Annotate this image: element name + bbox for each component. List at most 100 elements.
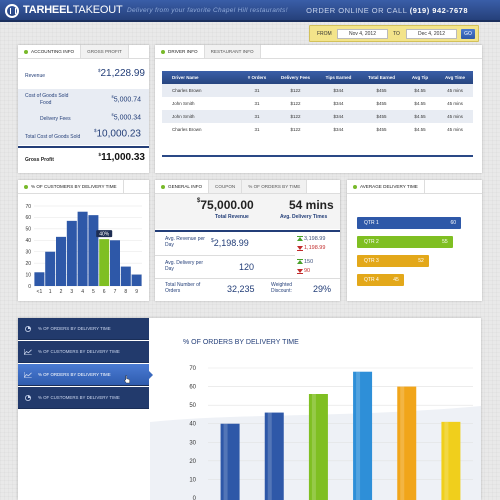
line-chart-icon	[24, 349, 32, 355]
column-header[interactable]: Avg Tip	[403, 71, 437, 84]
table-cell: $344	[333, 127, 344, 132]
x-tick-label: 5	[92, 289, 95, 295]
table-row[interactable]: Charles Brown 31 $122 $344 $455 $4.55 45 mins	[162, 123, 473, 136]
table-cell: $4.55	[414, 127, 426, 132]
tab-driver-info[interactable]: DRIVER INFO	[155, 45, 205, 58]
currency-symbol: $	[98, 152, 102, 157]
cogs-block: Cost of Goods Sold Food $5,000.74 Delive…	[18, 89, 149, 145]
food-value: $5,000.74	[112, 94, 141, 103]
line-chart-icon	[24, 372, 32, 378]
currency-symbol: $	[93, 128, 97, 133]
to-label: TO	[393, 31, 400, 37]
driver-panel: DRIVER INFO RESTAURANT INFO	[155, 45, 482, 173]
chart-menu-item[interactable]: % OF CUSTOMERS BY DELIVERY TIME	[18, 387, 149, 409]
revenue-label: Revenue	[25, 73, 46, 79]
active-pointer-icon	[149, 371, 153, 379]
orders-by-delivery-chart: % OF ORDERS BY DELIVERY TIME 0 10 20 30 40 50 6…	[150, 339, 481, 500]
y-tick-label: 20	[25, 261, 31, 267]
table-row[interactable]: Charles Brown 31 $122 $344 $455 $4.55 45 mins	[162, 84, 473, 97]
column-header[interactable]: Avg Time	[437, 71, 473, 84]
from-date-input[interactable]	[337, 29, 388, 39]
table-cell: 31	[240, 84, 274, 97]
weighted-discount-value: 29%	[313, 284, 332, 294]
total-cogs-value: $10,000.23	[94, 128, 141, 139]
chart-bar-highlight	[223, 423, 228, 500]
logo-icon	[5, 4, 19, 18]
x-tick-label: 4	[81, 289, 84, 295]
table-cell: $455	[376, 127, 387, 132]
tab-orders-by-time[interactable]: % OF ORDERS BY TIME	[242, 180, 308, 193]
order-phone: ORDER ONLINE OR CALL (919) 942-7678	[306, 6, 468, 15]
table-cell: $455	[376, 101, 387, 106]
table-cell: 45 mins	[437, 110, 473, 123]
tab-gross-profit[interactable]: GROSS PROFIT	[81, 45, 129, 58]
x-tick-label: 7	[114, 289, 117, 295]
food-amount: 5,000.74	[113, 96, 141, 104]
table-row[interactable]: John Smith 31 $122 $344 $455 $4.55 45 mins	[162, 110, 473, 123]
tab-general-info[interactable]: GENERAL INFO	[155, 180, 210, 193]
divider	[18, 146, 149, 148]
divider	[155, 255, 295, 256]
avg-revenue-value: $2,198.99	[211, 238, 249, 248]
table-cell: 31	[240, 110, 274, 123]
divider	[347, 193, 482, 194]
histogram-chart: 0 10 20 30 40 50 60 70 <1 1 2 3 4 5 6 7 8 9 40%	[25, 204, 142, 295]
divider	[155, 278, 340, 279]
tab-coupon[interactable]: COUPON	[209, 180, 243, 193]
table-body: Charles Brown 31 $122 $344 $455 $4.55 45 mins J…	[162, 84, 473, 136]
arrow-down-icon	[297, 269, 303, 274]
table-cell: 45 mins	[437, 84, 473, 97]
chart-menu-item[interactable]: % OF ORDERS BY DELIVERY TIME	[18, 364, 153, 386]
table-cell: $455	[360, 84, 403, 97]
table-cell: 31	[254, 127, 260, 132]
revenue-amount: 21,228.99	[100, 68, 146, 79]
column-header[interactable]: Total Earned	[360, 71, 403, 84]
revenue-value: $21,228.99	[98, 68, 145, 79]
total-orders-value: 32,235	[227, 284, 255, 294]
tagline: Delivery from your favorite Chapel Hill …	[127, 7, 288, 14]
food-label: Food	[40, 100, 52, 106]
cogs-label: Cost of Goods Sold	[25, 93, 69, 99]
tab-average-delivery-time[interactable]: AVERAGE DELIVERY TIME	[347, 180, 425, 193]
y-tick-label: 50	[25, 227, 31, 233]
column-header[interactable]: Driver Name	[162, 71, 240, 84]
active-dot-icon	[161, 49, 165, 54]
x-tick-label: 1	[49, 289, 52, 295]
go-button[interactable]: GO	[461, 29, 475, 39]
avg-delivery-per-day-value: 120	[239, 262, 255, 272]
column-header[interactable]: Delivery Fees	[274, 71, 317, 84]
y-tick-label: 20	[189, 459, 196, 465]
table-cell: $122	[290, 127, 301, 132]
logo[interactable]: TARHEELTAKEOUT	[23, 4, 123, 16]
accounting-tabs: ACCOUNTING INFO GROSS PROFIT	[18, 45, 129, 58]
y-tick-label: 10	[189, 477, 196, 483]
tab-label: % OF ORDERS BY TIME	[248, 184, 301, 189]
quarter-bar: QTR 1 60	[357, 217, 461, 229]
tab-label: COUPON	[215, 184, 236, 189]
avg-revenue-label: Avg. Revenue per Day	[165, 236, 205, 248]
arrow-up-icon	[297, 236, 303, 241]
table-cell: $4.55	[403, 84, 437, 97]
column-header[interactable]: Tips Earned	[317, 71, 360, 84]
y-tick-label: 50	[189, 403, 196, 409]
chart-menu-item[interactable]: % OF ORDERS BY DELIVERY TIME	[18, 318, 149, 340]
active-dot-icon	[161, 184, 165, 189]
tab-accounting-info[interactable]: ACCOUNTING INFO	[18, 45, 82, 58]
chart-bar	[353, 371, 373, 500]
chart-bar-highlight	[311, 394, 316, 500]
tab-label: RESTAURANT INFO	[210, 49, 254, 54]
column-header[interactable]: # Orders	[240, 71, 274, 84]
to-date-input[interactable]	[406, 29, 457, 39]
tab-restaurant-info[interactable]: RESTAURANT INFO	[204, 45, 261, 58]
active-dot-icon	[353, 184, 357, 189]
tab-label: GENERAL INFO	[168, 184, 203, 189]
table-row[interactable]: John Smith 31 $122 $344 $455 $4.55 45 mins	[162, 97, 473, 110]
y-tick-label: 0	[193, 496, 197, 500]
chart-bar-highlight	[400, 386, 405, 500]
total-revenue-label: Total Revenue	[215, 214, 249, 220]
tab-customers-by-delivery-time[interactable]: % OF CUSTOMERS BY DELIVERY TIME	[18, 180, 124, 193]
tab-label: AVERAGE DELIVERY TIME	[360, 184, 418, 189]
table-bottom-rule	[162, 155, 473, 157]
chart-bar	[220, 423, 240, 500]
chart-menu-item[interactable]: % OF CUSTOMERS BY DELIVERY TIME	[18, 341, 149, 363]
